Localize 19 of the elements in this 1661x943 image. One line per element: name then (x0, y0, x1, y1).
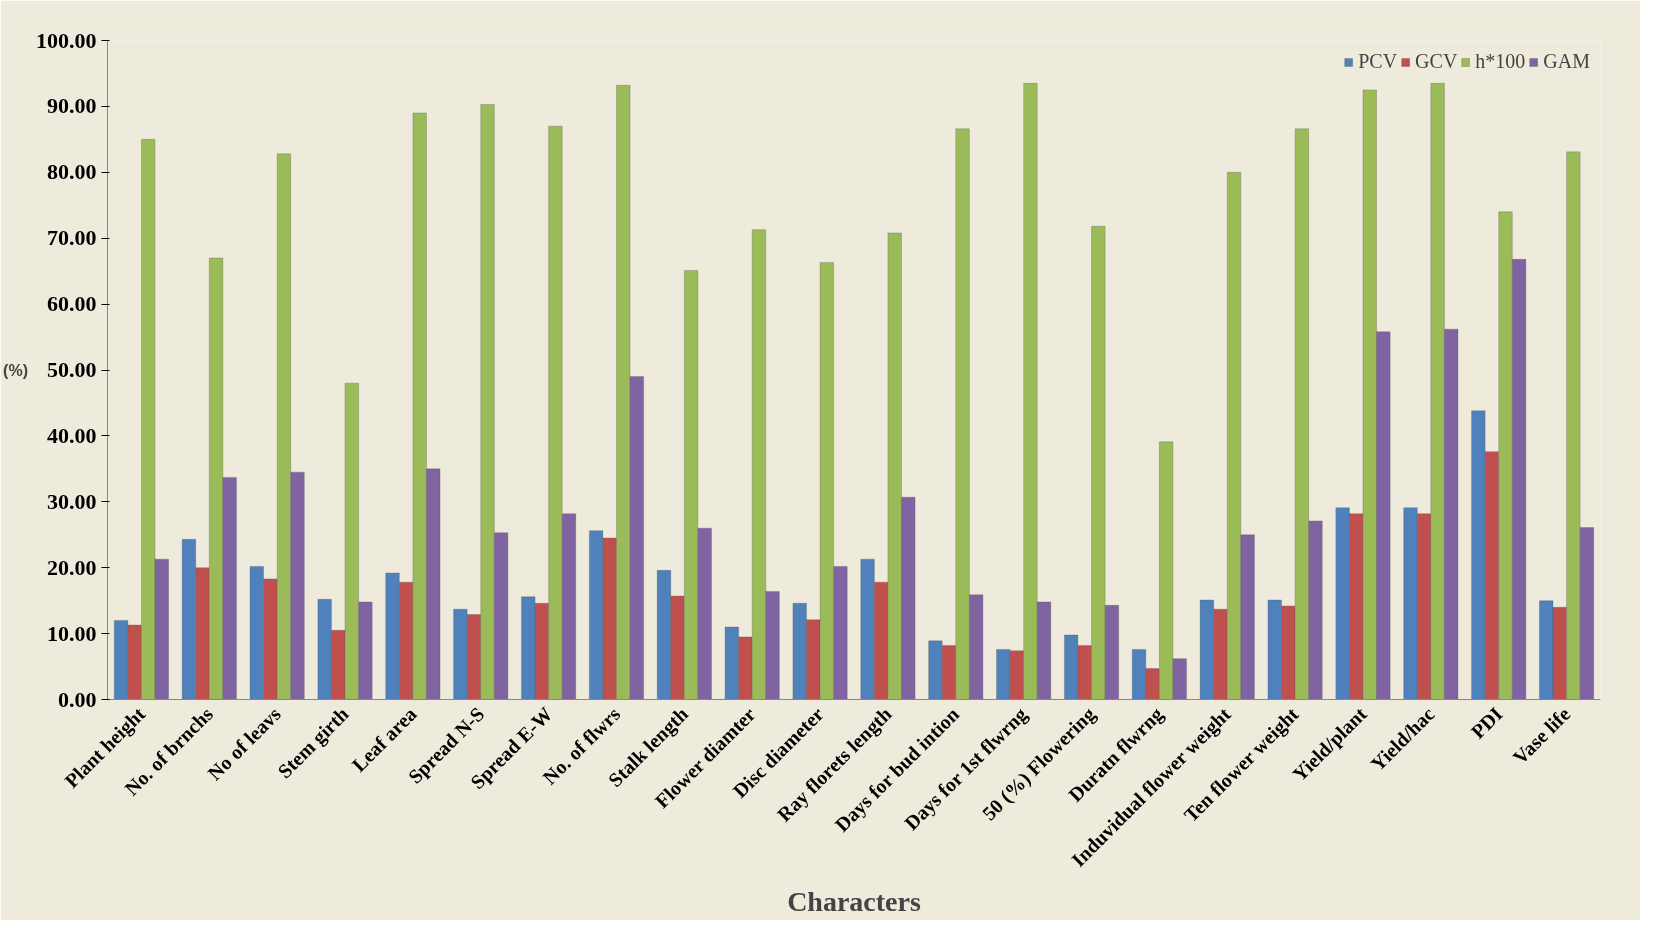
legend-label: GAM (1543, 50, 1590, 73)
y-axis-title: (%) (3, 361, 29, 379)
y-tick-label: 10.00 (47, 620, 97, 646)
y-tick-label: 20.00 (47, 554, 97, 580)
legend-label: GCV (1415, 50, 1458, 73)
y-tick-label: 90.00 (47, 93, 97, 119)
x-tick-label: PDI (1466, 702, 1507, 743)
y-tick-label: 30.00 (47, 488, 97, 514)
y-tick-label: 50.00 (47, 357, 97, 382)
x-tick-label: Vase life (1508, 702, 1575, 769)
y-tick-label: 60.00 (47, 291, 97, 317)
y-tick-label: 80.00 (47, 159, 97, 185)
x-axis-title: Characters (787, 886, 921, 918)
legend-label: PCV (1358, 50, 1398, 73)
y-tick-label: 100.00 (36, 27, 97, 53)
y-tick-label: 0.00 (58, 686, 97, 712)
y-tick-label: 40.00 (47, 422, 97, 448)
y-tick-label: 70.00 (47, 225, 97, 251)
legend-label: h*100 (1475, 50, 1526, 73)
